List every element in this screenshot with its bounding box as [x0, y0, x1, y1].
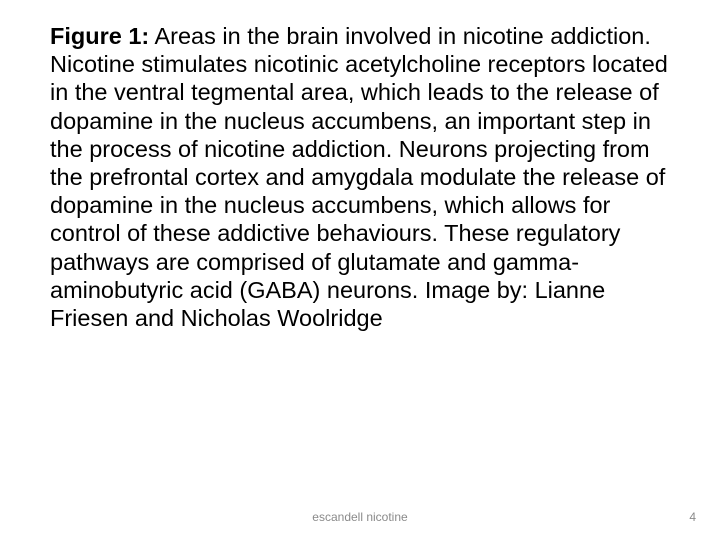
- figure-label: Figure 1:: [50, 23, 149, 49]
- figure-text: Areas in the brain involved in nicotine …: [50, 23, 668, 331]
- slide: Figure 1: Areas in the brain involved in…: [0, 0, 720, 540]
- footer-center-text: escandell nicotine: [0, 510, 720, 524]
- page-number: 4: [689, 510, 696, 524]
- figure-caption: Figure 1: Areas in the brain involved in…: [50, 22, 670, 332]
